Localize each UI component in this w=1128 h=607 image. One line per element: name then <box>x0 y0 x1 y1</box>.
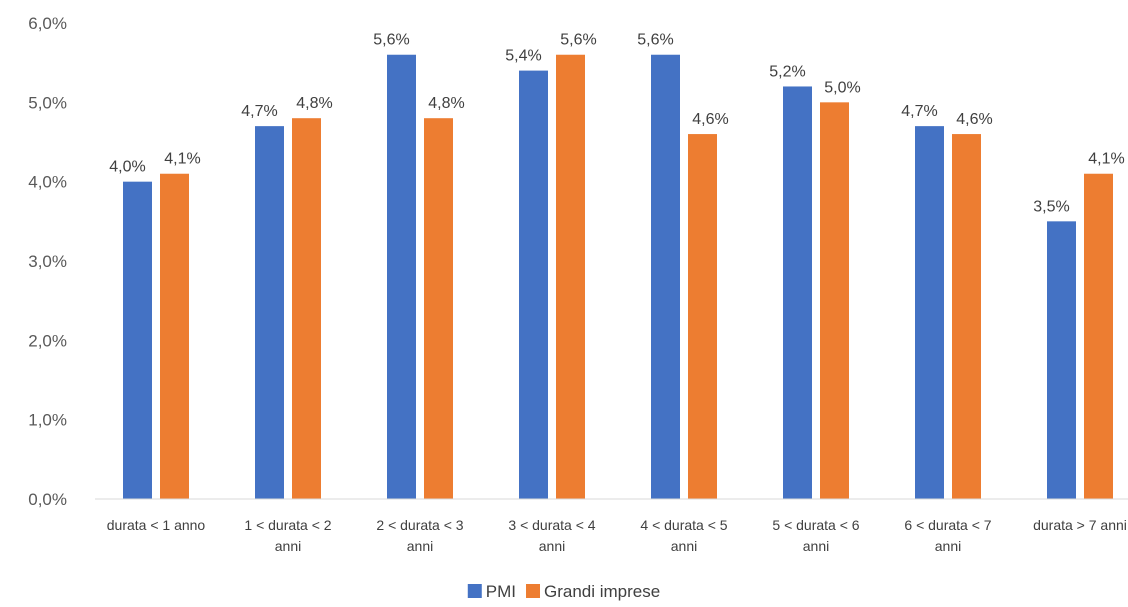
data-labels: 4,0% 4,1% 4,7% 4,8% 5,6% 4,8% 5,4% 5,6% 5,6% 4,6%… <box>109 32 1124 216</box>
data-label: 5,6% <box>560 32 596 49</box>
bar-grandi-imprese <box>820 102 849 499</box>
x-tick-label: 1 < durata < 2 anni <box>244 517 331 554</box>
x-tick-label: 6 < durata < 7 anni <box>904 517 991 554</box>
bar-grandi-imprese <box>160 173 189 499</box>
data-label: 3,5% <box>1033 198 1069 215</box>
x-tick-label: 5 < durata < 6 anni <box>772 517 859 554</box>
bar-pmi <box>519 70 548 499</box>
data-label: 4,1% <box>1088 151 1124 168</box>
y-tick-label: 5,0% <box>28 93 67 112</box>
data-label: 4,1% <box>164 151 200 168</box>
data-label: 4,6% <box>692 111 728 128</box>
data-label: 4,8% <box>296 95 332 112</box>
bar-pmi <box>915 126 944 499</box>
x-tick-label: 2 < durata < 3 anni <box>376 517 463 554</box>
bar-pmi <box>783 86 812 499</box>
data-label: 5,0% <box>824 79 860 96</box>
data-label: 4,0% <box>109 159 145 176</box>
y-tick-label: 1,0% <box>28 411 67 430</box>
y-tick-label: 3,0% <box>28 252 67 271</box>
y-tick-label: 2,0% <box>28 331 67 350</box>
bar-pmi <box>255 126 284 499</box>
data-label: 5,4% <box>505 48 541 65</box>
legend-label: Grandi imprese <box>544 582 660 601</box>
data-label: 4,6% <box>956 111 992 128</box>
x-tick-label: durata > 7 anni <box>1033 517 1127 533</box>
data-label: 4,7% <box>901 103 937 120</box>
x-tick-label: 3 < durata < 4 anni <box>508 517 595 554</box>
data-label: 4,7% <box>241 103 277 120</box>
bar-pmi <box>387 54 416 499</box>
y-tick-label: 4,0% <box>28 173 67 192</box>
bar-grandi-imprese <box>952 134 981 500</box>
bars <box>123 54 1113 500</box>
legend-swatch <box>526 584 541 598</box>
data-label: 5,6% <box>373 32 409 49</box>
bar-grandi-imprese <box>688 134 717 500</box>
y-tick-label: 0,0% <box>28 490 67 509</box>
data-label: 4,8% <box>428 95 464 112</box>
legend-swatch <box>467 584 482 598</box>
bar-grandi-imprese <box>1084 173 1113 499</box>
data-label: 5,6% <box>637 32 673 49</box>
legend-label: PMI <box>486 582 516 601</box>
y-tick-label: 6,0% <box>28 14 67 33</box>
legend: PMI Grandi imprese <box>467 582 660 601</box>
bar-grandi-imprese <box>292 118 321 499</box>
data-label: 5,2% <box>769 63 805 80</box>
bar-grandi-imprese <box>424 118 453 499</box>
bar-grandi-imprese <box>556 54 585 499</box>
x-tick-label: durata < 1 anno <box>107 517 206 533</box>
bar-pmi <box>123 181 152 499</box>
bar-pmi <box>1047 221 1076 500</box>
bar-pmi <box>651 54 680 499</box>
x-tick-label: 4 < durata < 5 anni <box>640 517 727 554</box>
y-axis: 0,0% 1,0% 2,0% 3,0% 4,0% 5,0% 6,0% <box>28 14 67 509</box>
x-axis: durata < 1 anno 1 < durata < 2 anni 2 < dur… <box>107 517 1127 554</box>
